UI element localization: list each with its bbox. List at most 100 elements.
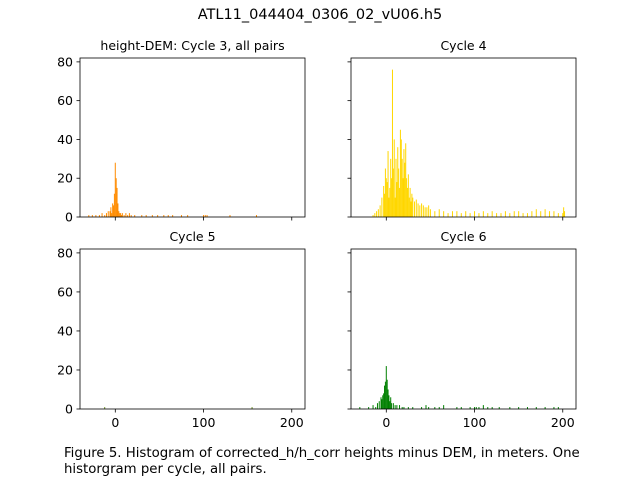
histogram-bar	[500, 213, 502, 217]
histogram-bar	[402, 178, 404, 217]
histogram-bar	[372, 215, 374, 217]
histogram-bar	[540, 211, 542, 217]
histogram-bar	[145, 215, 147, 217]
y-tick-label: 60	[57, 93, 73, 108]
histogram-bar	[409, 187, 411, 217]
histogram-bar	[563, 207, 565, 217]
panel-title: Cycle 5	[169, 229, 215, 244]
histogram-bar	[513, 211, 515, 217]
histogram-bar	[110, 207, 112, 217]
panel-title: Cycle 4	[440, 38, 486, 53]
histogram-bar	[419, 205, 421, 217]
histogram-bar	[526, 407, 528, 409]
histogram-bar	[125, 213, 127, 217]
histogram-bar	[544, 407, 546, 409]
histogram-bar	[456, 407, 458, 409]
histogram-bar	[392, 403, 394, 409]
histogram-bar	[389, 187, 391, 217]
histogram-bar	[498, 407, 500, 409]
x-tick-label: 0	[111, 415, 119, 430]
y-tick-label: 80	[57, 54, 73, 69]
histogram-bar	[562, 213, 564, 217]
histogram-bar	[120, 213, 122, 217]
x-tick-label: 100	[192, 415, 216, 430]
histogram-bar	[251, 407, 253, 409]
histogram-bar	[385, 366, 387, 409]
histogram-bar	[387, 151, 389, 217]
y-tick-label: 40	[57, 323, 73, 338]
y-tick-label: 20	[57, 362, 73, 377]
histogram-bar	[376, 403, 378, 409]
histogram-bar	[396, 405, 398, 409]
histogram-bar	[509, 213, 511, 217]
histogram-bar	[115, 178, 117, 217]
histogram-bar	[390, 397, 392, 409]
histogram-bar	[187, 215, 189, 217]
histogram-bar	[377, 209, 379, 217]
histogram-bar	[386, 379, 388, 409]
histogram-bar	[405, 143, 407, 217]
histogram-bar	[255, 215, 257, 217]
histogram-bar	[394, 405, 396, 409]
x-tick-label: 0	[382, 415, 390, 430]
histogram-bar	[564, 211, 566, 217]
histogram-bar	[113, 205, 115, 217]
histogram-bar	[460, 213, 462, 217]
histogram-bar	[98, 215, 100, 217]
histogram-bar	[109, 211, 111, 217]
histogram-bar	[203, 215, 205, 217]
histogram-bar	[544, 209, 546, 217]
histogram-bar	[388, 395, 390, 409]
histogram-bar	[359, 407, 361, 409]
histogram-bar	[426, 207, 428, 217]
histogram-bar	[389, 401, 391, 409]
histogram-bar	[535, 407, 537, 409]
histogram-bar	[123, 215, 125, 217]
histogram-bar	[400, 139, 402, 217]
histogram-bar	[403, 149, 405, 217]
histogram-bar	[387, 389, 389, 409]
histogram-bar	[384, 385, 386, 409]
histogram-bar	[522, 213, 524, 217]
histogram-bar	[119, 213, 121, 217]
histogram-bar	[101, 213, 103, 217]
histogram-bar	[374, 213, 376, 217]
histogram-bar	[388, 197, 390, 217]
histogram-bar	[375, 407, 377, 409]
histogram-bar	[378, 401, 380, 409]
histogram-bar	[434, 211, 436, 217]
panel-3: Cycle 5 0 20 40 60 80 0 100 200	[57, 229, 306, 430]
histogram-bar	[438, 407, 440, 409]
histogram-bar	[398, 168, 400, 217]
histogram-bar	[421, 407, 423, 409]
histogram-bar	[417, 203, 419, 217]
histogram-bar	[113, 193, 115, 217]
histogram-bar	[531, 211, 533, 217]
histogram-bar	[474, 211, 476, 217]
histogram-bar	[475, 407, 477, 409]
histogram-bar	[399, 187, 401, 217]
x-tick-label: 200	[551, 415, 575, 430]
histogram-bar	[469, 213, 471, 217]
histogram-bar	[141, 215, 143, 217]
histogram-bar	[412, 197, 414, 217]
axes-frame	[79, 248, 306, 410]
histogram-bar	[394, 197, 396, 217]
histogram-bar	[447, 213, 449, 217]
y-tick-label: 0	[65, 402, 73, 417]
histogram-bar	[157, 215, 159, 217]
histogram-bar	[395, 158, 397, 217]
axes-frame	[350, 248, 577, 410]
histogram-bar	[421, 203, 423, 217]
histogram-bar	[478, 213, 480, 217]
histogram-bar	[383, 393, 385, 409]
histogram-bar	[393, 139, 395, 217]
y-tick-label: 20	[57, 171, 73, 186]
histogram-bar	[496, 213, 498, 217]
histogram-bar	[380, 397, 382, 409]
histogram-bar	[134, 215, 136, 217]
histogram-bar	[504, 211, 506, 217]
histogram-bar	[391, 178, 393, 217]
histogram-bar	[553, 211, 555, 217]
